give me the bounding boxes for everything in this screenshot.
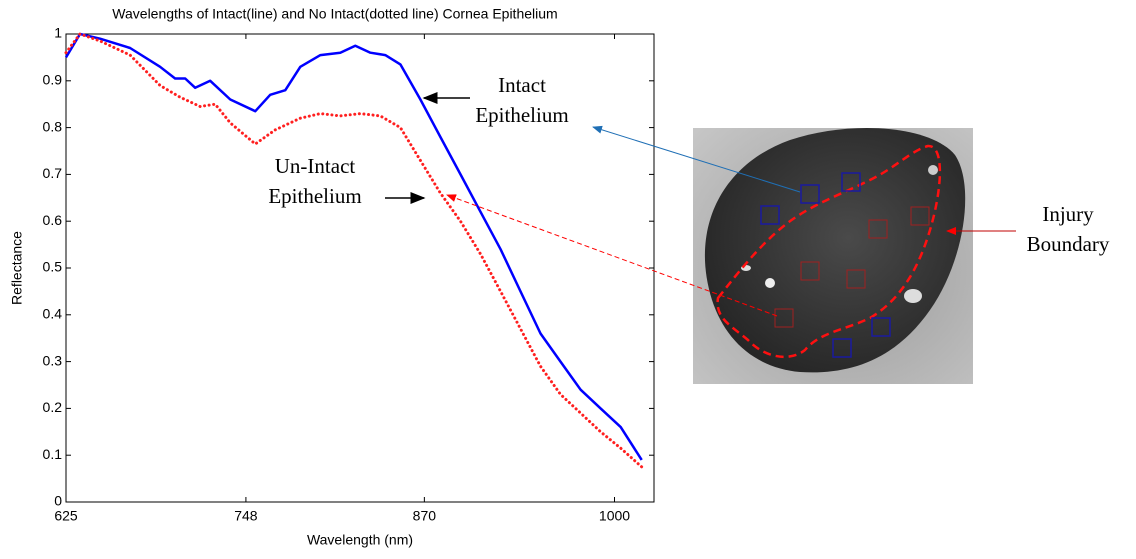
annotation-text: Epithelium bbox=[268, 184, 361, 208]
annotation-text: Boundary bbox=[1027, 232, 1110, 256]
reflection bbox=[765, 278, 775, 288]
injury-boundary bbox=[716, 144, 942, 358]
injured-roi bbox=[800, 261, 820, 281]
x-tick-label: 748 bbox=[234, 508, 258, 524]
plot-area bbox=[64, 32, 655, 503]
annotation-arrow bbox=[592, 125, 801, 193]
y-tick-label: 0.8 bbox=[43, 118, 63, 134]
y-axis-label: Reflectance bbox=[9, 231, 25, 305]
annotation-text: Epithelium bbox=[475, 103, 568, 127]
injured-roi bbox=[868, 219, 888, 239]
un-intact-line bbox=[64, 32, 644, 469]
cornea bbox=[704, 128, 966, 373]
intact-roi bbox=[841, 172, 861, 192]
x-axis-label: Wavelength (nm) bbox=[307, 532, 413, 548]
y-tick-label: 1 bbox=[54, 25, 62, 41]
annotation-text: Intact bbox=[498, 73, 546, 97]
chart-title: Wavelengths of Intact(line) and No Intac… bbox=[112, 6, 557, 22]
reflection bbox=[904, 289, 922, 303]
y-tick-label: 0.9 bbox=[43, 72, 63, 88]
injured-roi bbox=[910, 206, 930, 226]
annotation-arrow bbox=[446, 194, 778, 317]
intact-roi bbox=[832, 338, 852, 358]
reflection bbox=[928, 165, 938, 175]
y-tick-label: 0.7 bbox=[43, 165, 63, 181]
y-tick-label: 0.5 bbox=[43, 259, 63, 275]
annotation-text: Un-Intact bbox=[275, 154, 356, 178]
intact-line bbox=[64, 32, 643, 461]
x-tick-label: 870 bbox=[413, 508, 437, 524]
y-tick-label: 0.6 bbox=[43, 212, 63, 228]
intact-roi bbox=[800, 184, 820, 204]
intact-roi bbox=[760, 205, 780, 225]
injured-roi bbox=[774, 308, 794, 328]
y-tick-label: 0.2 bbox=[43, 399, 63, 415]
y-tick-label: 0.1 bbox=[43, 446, 63, 462]
x-tick-label: 1000 bbox=[599, 508, 630, 524]
intact-roi bbox=[871, 317, 891, 337]
y-tick-label: 0 bbox=[54, 493, 62, 509]
y-tick-label: 0.4 bbox=[43, 306, 63, 322]
y-tick-label: 0.3 bbox=[43, 352, 63, 368]
eye-image bbox=[693, 128, 973, 384]
injured-roi bbox=[846, 269, 866, 289]
x-tick-label: 625 bbox=[54, 508, 78, 524]
annotation-text: Injury bbox=[1042, 202, 1094, 226]
